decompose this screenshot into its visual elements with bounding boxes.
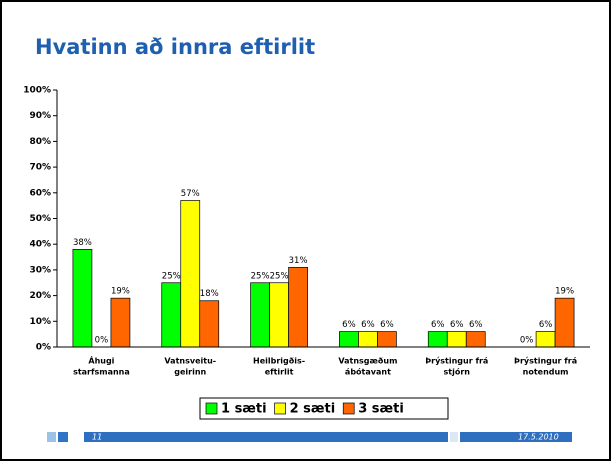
- page-number: 11: [92, 433, 102, 442]
- value-label: 57%: [181, 189, 200, 199]
- bar: [446, 331, 467, 348]
- y-tick-label: 100%: [23, 86, 51, 96]
- value-label: 25%: [251, 271, 270, 281]
- bar: [180, 200, 201, 348]
- x-tick-label: ábótavant: [345, 367, 391, 377]
- bar: [427, 331, 448, 348]
- value-label: 0%: [520, 336, 534, 346]
- value-label: 6%: [431, 320, 445, 330]
- x-tick-label: Vatnsgæðum: [338, 357, 397, 366]
- y-tick-label: 60%: [29, 188, 51, 198]
- footer-square: [47, 432, 56, 442]
- x-tick-label: stjórn: [444, 367, 471, 377]
- bar: [358, 331, 378, 348]
- footer-gap: [450, 432, 458, 442]
- value-label: 6%: [361, 320, 375, 330]
- value-label: 19%: [111, 287, 130, 297]
- legend-swatch: [342, 402, 355, 415]
- footer-date: 17.5.2010: [518, 433, 559, 442]
- y-tick-label: 90%: [29, 111, 51, 121]
- legend-label: 2 sæti: [290, 402, 336, 417]
- value-label: 6%: [469, 320, 483, 330]
- x-tick-label: Þrýstingur frá: [425, 357, 488, 366]
- value-label: 19%: [555, 287, 574, 297]
- legend-swatch: [274, 402, 286, 415]
- bar: [161, 282, 182, 348]
- value-label: 31%: [289, 256, 308, 266]
- value-label: 25%: [270, 271, 289, 281]
- footer-bar: [460, 432, 572, 442]
- legend: [199, 397, 449, 420]
- value-label: 6%: [342, 320, 356, 330]
- y-tick-label: 40%: [29, 240, 51, 250]
- value-label: 0%: [95, 336, 109, 346]
- bar: [377, 331, 397, 348]
- x-tick-label: eftirlit: [265, 368, 294, 377]
- chart-title: Hvatinn að innra eftirlit: [35, 35, 315, 59]
- x-tick-label: Vatnsveitu-: [164, 357, 216, 366]
- footer-bar: [84, 432, 448, 442]
- legend-label: 3 sæti: [358, 402, 404, 417]
- legend-label: 1 sæti: [221, 402, 267, 417]
- bar: [269, 282, 289, 348]
- x-tick-label: Áhugi: [88, 355, 114, 366]
- x-tick-label: Þrýstingur frá: [514, 357, 577, 366]
- bar: [554, 297, 575, 348]
- x-tick-label: notendum: [523, 368, 569, 377]
- value-label: 6%: [380, 320, 394, 330]
- bar: [72, 248, 93, 348]
- x-tick-label: starfsmanna: [73, 368, 130, 377]
- value-label: 6%: [450, 320, 464, 330]
- y-tick-label: 30%: [29, 265, 51, 275]
- bar: [465, 331, 486, 348]
- bar: [110, 297, 131, 348]
- bar: [199, 300, 220, 348]
- y-tick-label: 80%: [29, 137, 51, 147]
- y-tick-label: 70%: [29, 163, 51, 173]
- legend-swatch: [205, 402, 218, 415]
- x-tick-label: geirinn: [174, 368, 206, 377]
- bar: [339, 331, 359, 348]
- y-tick-label: 20%: [29, 291, 51, 301]
- bar: [288, 266, 308, 348]
- value-label: 6%: [539, 320, 553, 330]
- bar: [250, 282, 270, 348]
- footer-square: [58, 432, 68, 442]
- x-tick-label: Heilbrigðis-: [253, 357, 305, 366]
- value-label: 38%: [73, 238, 92, 248]
- y-tick-label: 10%: [29, 317, 51, 327]
- y-tick-label: 0%: [36, 343, 51, 353]
- bar: [535, 331, 556, 348]
- y-tick-label: 50%: [29, 214, 51, 224]
- value-label: 25%: [162, 271, 181, 281]
- value-label: 18%: [200, 289, 219, 299]
